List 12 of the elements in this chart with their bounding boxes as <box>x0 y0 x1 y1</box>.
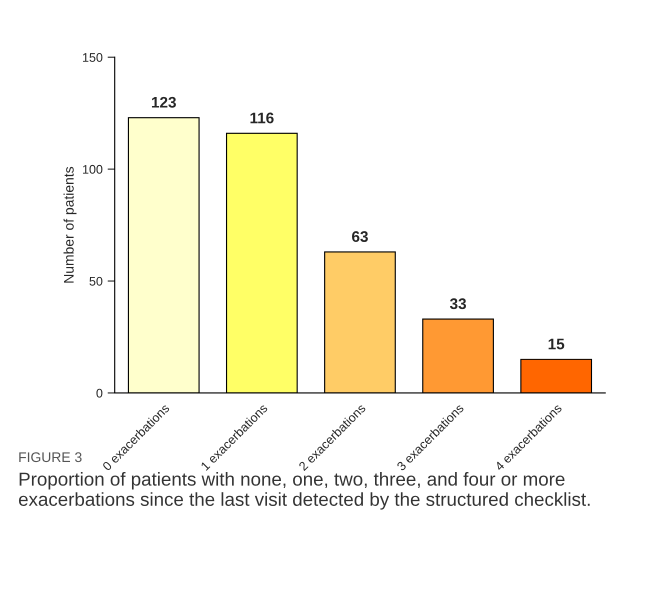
data-label: 15 <box>548 338 564 350</box>
y-tick-label: 50 <box>89 276 102 286</box>
data-label: 116 <box>250 112 274 124</box>
text: Proportion of patients with none, one, two, three, and four or more exacerbations since the last visit detected by the structured checklist. <box>18 472 590 510</box>
data-label: 33 <box>450 298 466 310</box>
data-label: 123 <box>152 96 176 108</box>
caption: FIGURE 3 <box>19 452 82 462</box>
data-label: 63 <box>352 231 368 242</box>
y-axis-title: Number of patients <box>64 166 76 283</box>
y-tick-label: 0 <box>96 388 102 398</box>
y-tick-label: 100 <box>82 164 102 174</box>
y-tick-label: 150 <box>82 53 102 62</box>
